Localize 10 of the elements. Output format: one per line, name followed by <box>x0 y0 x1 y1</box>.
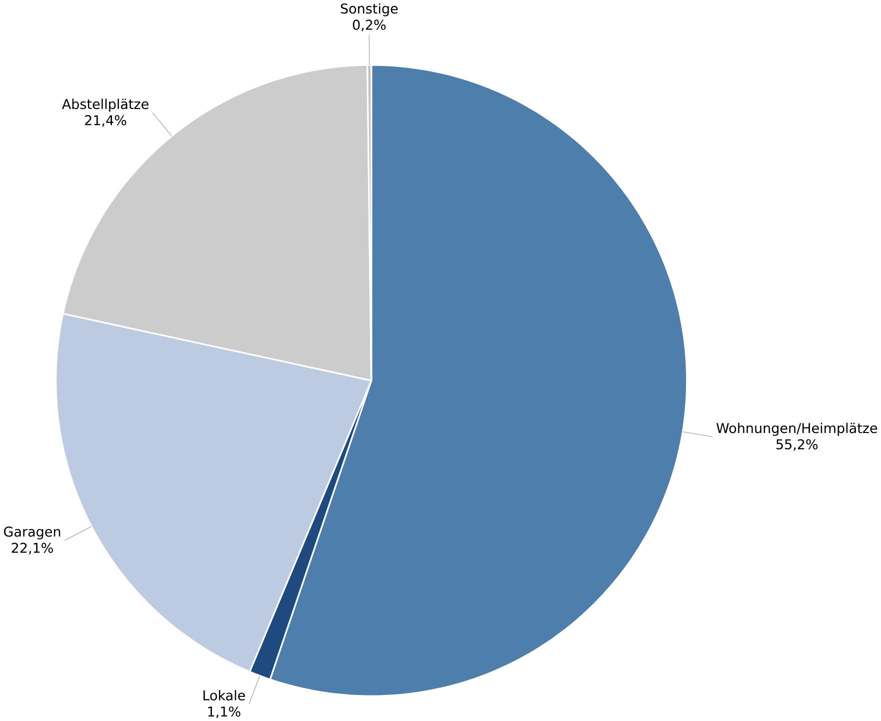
slice-label: Garagen <box>4 526 60 540</box>
slice-label: Sonstige <box>340 3 398 16</box>
data-label: 0,2% <box>352 20 386 32</box>
data-label: 55,2% <box>776 439 818 451</box>
slice-label: Abstellplätze <box>62 98 148 112</box>
data-label: 21,4% <box>85 114 126 127</box>
data-label: 1,1% <box>208 706 240 718</box>
slice-label: Wohnungen/Heimplätze <box>716 422 878 436</box>
slice-label: Lokale <box>204 690 245 700</box>
data-label: 22,1% <box>12 542 53 554</box>
